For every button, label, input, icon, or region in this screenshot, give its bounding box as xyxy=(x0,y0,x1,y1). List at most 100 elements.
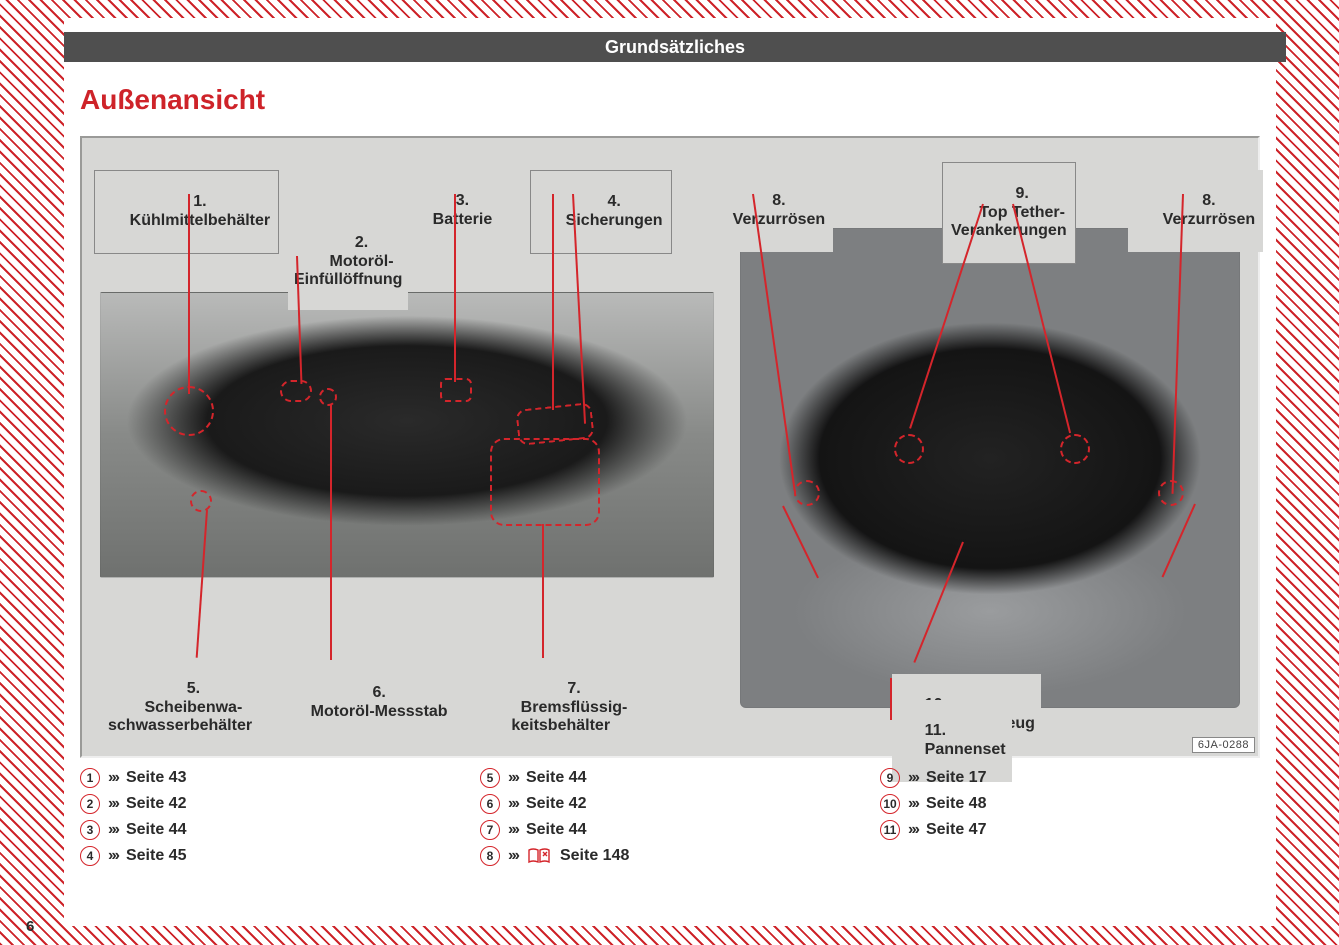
leader-line xyxy=(330,404,332,660)
leader-line xyxy=(542,524,544,658)
page-reference-legend: 1 ››› Seite 43 2 ››› Seite 42 3 ››› Seit… xyxy=(80,768,1260,866)
legend-item: 3 ››› Seite 44 xyxy=(80,820,460,840)
legend-page-ref: Seite 42 xyxy=(126,795,186,813)
legend-circle-number: 4 xyxy=(80,846,100,866)
leader-line xyxy=(454,194,456,382)
highlight-tether-right xyxy=(1060,434,1090,464)
callout-3: 3. Batterie xyxy=(398,170,500,252)
callout-number: 1. xyxy=(193,193,206,210)
chevron-icon: ››› xyxy=(108,769,118,787)
callout-number: 11. xyxy=(925,722,946,739)
callout-text: Batterie xyxy=(433,211,493,228)
legend-item: 9 ››› Seite 17 xyxy=(880,768,1260,788)
page-content: Grundsätzliches Außenansicht 1. Kühlmitt… xyxy=(64,18,1276,926)
legend-page-ref: Seite 43 xyxy=(126,769,186,787)
callout-number: 6. xyxy=(372,684,385,701)
callout-number: 2. xyxy=(355,234,368,251)
legend-page-ref: Seite 44 xyxy=(526,769,586,787)
section-header: Grundsätzliches xyxy=(64,32,1286,62)
legend-item: 6 ››› Seite 42 xyxy=(480,794,860,814)
book-icon xyxy=(528,848,550,864)
callout-5: 5. Scheibenwa- schwasserbehälter xyxy=(102,660,258,756)
legend-column: 9 ››› Seite 17 10 ››› Seite 48 11 ››› Se… xyxy=(880,768,1260,866)
chevron-icon: ››› xyxy=(508,847,518,865)
chevron-icon: ››› xyxy=(108,795,118,813)
legend-page-ref: Seite 48 xyxy=(926,795,986,813)
legend-circle-number: 1 xyxy=(80,768,100,788)
callout-text: Sicherungen xyxy=(566,212,663,229)
legend-page-ref: Seite 45 xyxy=(126,847,186,865)
legend-circle-number: 10 xyxy=(880,794,900,814)
page-number: 6 xyxy=(26,918,34,935)
legend-circle-number: 3 xyxy=(80,820,100,840)
leader-line xyxy=(188,194,190,394)
callout-number: 8. xyxy=(772,192,785,209)
highlight-tether-left xyxy=(894,434,924,464)
legend-page-ref: Seite 148 xyxy=(560,847,629,865)
callout-text: Motoröl- Einfüllöffnung xyxy=(294,253,402,288)
legend-item: 8 ››› Seite 148 xyxy=(480,846,860,866)
leader-line xyxy=(890,678,892,720)
legend-page-ref: Seite 42 xyxy=(526,795,586,813)
chevron-icon: ››› xyxy=(108,847,118,865)
legend-item: 5 ››› Seite 44 xyxy=(480,768,860,788)
legend-circle-number: 8 xyxy=(480,846,500,866)
legend-item: 2 ››› Seite 42 xyxy=(80,794,460,814)
legend-page-ref: Seite 44 xyxy=(126,821,186,839)
callout-number: 5. xyxy=(187,680,200,697)
chevron-icon: ››› xyxy=(108,821,118,839)
callout-text: Verzurrösen xyxy=(733,211,825,228)
legend-column: 5 ››› Seite 44 6 ››› Seite 42 7 ››› Seit… xyxy=(480,768,860,866)
callout-number: 4. xyxy=(607,193,620,210)
callout-9: 9. Top Tether- Verankerungen xyxy=(942,162,1076,264)
callout-text: Scheibenwa- schwasserbehälter xyxy=(108,699,252,734)
chevron-icon: ››› xyxy=(908,769,918,787)
callout-text: Top Tether- Verankerungen xyxy=(951,204,1067,239)
callout-8-left: 8. Verzurrösen xyxy=(698,170,833,252)
legend-column: 1 ››› Seite 43 2 ››› Seite 42 3 ››› Seit… xyxy=(80,768,460,866)
highlight-washer xyxy=(190,490,212,512)
legend-item: 1 ››› Seite 43 xyxy=(80,768,460,788)
highlight-oil-dipstick xyxy=(319,388,337,406)
callout-text: Kühlmittelbehälter xyxy=(130,212,270,229)
callout-number: 8. xyxy=(1202,192,1215,209)
legend-item: 7 ››› Seite 44 xyxy=(480,820,860,840)
callout-6: 6. Motoröl-Messstab xyxy=(278,662,454,744)
legend-circle-number: 9 xyxy=(880,768,900,788)
callout-text: Motoröl-Messstab xyxy=(311,703,448,720)
legend-item: 11 ››› Seite 47 xyxy=(880,820,1260,840)
figure-reference-code: 6JA-0288 xyxy=(1192,737,1255,753)
callout-number: 3. xyxy=(456,192,469,209)
legend-circle-number: 7 xyxy=(480,820,500,840)
highlight-oil-fill xyxy=(280,380,312,402)
legend-item: 4 ››› Seite 45 xyxy=(80,846,460,866)
legend-page-ref: Seite 47 xyxy=(926,821,986,839)
chevron-icon: ››› xyxy=(508,769,518,787)
chevron-icon: ››› xyxy=(508,821,518,839)
legend-circle-number: 2 xyxy=(80,794,100,814)
legend-item: 10 ››› Seite 48 xyxy=(880,794,1260,814)
highlight-battery xyxy=(440,378,472,402)
callout-7: 7. Bremsflüssig- keitsbehälter xyxy=(488,660,633,756)
highlight-tiedown-left xyxy=(794,480,820,506)
legend-circle-number: 11 xyxy=(880,820,900,840)
callout-1: 1. Kühlmittelbehälter xyxy=(94,170,279,254)
trunk-photo xyxy=(740,228,1240,708)
callout-number: 7. xyxy=(567,680,580,697)
legend-circle-number: 6 xyxy=(480,794,500,814)
callout-2: 2. Motoröl- Einfüllöffnung xyxy=(288,214,408,310)
legend-circle-number: 5 xyxy=(480,768,500,788)
chevron-icon: ››› xyxy=(908,821,918,839)
chevron-icon: ››› xyxy=(908,795,918,813)
legend-page-ref: Seite 17 xyxy=(926,769,986,787)
callout-text: Bremsflüssig- keitsbehälter xyxy=(511,699,627,734)
chevron-icon: ››› xyxy=(508,795,518,813)
leader-line xyxy=(552,194,554,410)
callout-text: Verzurrösen xyxy=(1163,211,1255,228)
legend-page-ref: Seite 44 xyxy=(526,821,586,839)
callout-text: Pannenset xyxy=(925,741,1006,758)
callout-number: 9. xyxy=(1015,185,1028,202)
highlight-brake-fluid xyxy=(490,438,600,526)
callout-8-right: 8. Verzurrösen xyxy=(1128,170,1263,252)
main-figure: 1. Kühlmittelbehälter 2. Motoröl- Einfül… xyxy=(80,136,1260,758)
